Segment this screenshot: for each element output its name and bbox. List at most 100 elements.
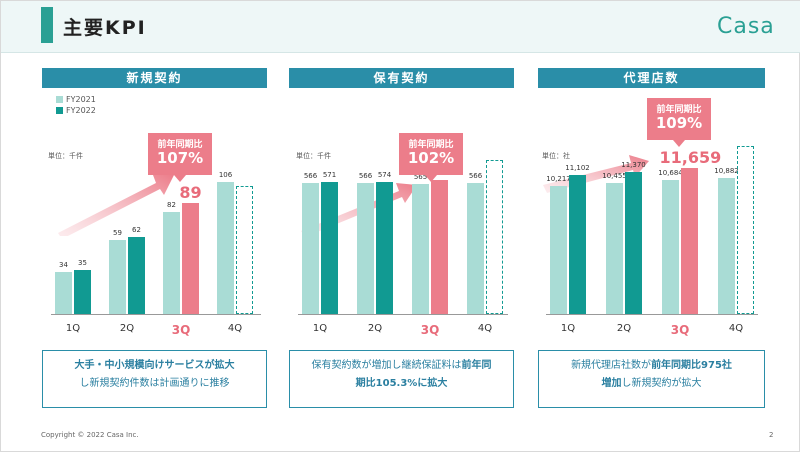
bar-fy2022-1q: [321, 182, 338, 314]
yoy-badge-agencies: 前年同期比 109%: [647, 98, 711, 147]
bar-forecast-placeholder: [737, 146, 754, 314]
x-tick-label: 3Q: [171, 323, 191, 337]
chart-baseline: [51, 314, 261, 315]
bar-fy2022-3q: [681, 168, 698, 314]
summary-text: 保有契約数が増加し継続保証料は: [311, 360, 462, 371]
badge-value: 107%: [156, 149, 204, 167]
unit-label-agencies: 単位：社: [542, 152, 570, 160]
summary-text: し新規契約が拡大: [621, 378, 702, 389]
bar-value-label: 59: [113, 229, 122, 238]
page-title: 主要KPI: [63, 17, 147, 39]
bar-fy2022-1q: [74, 270, 91, 314]
x-tick-label: 1Q: [65, 323, 81, 334]
bar-value-label: 11,659: [659, 148, 722, 168]
yoy-badge-held-contracts: 前年同期比 102%: [399, 133, 463, 182]
bar-value-label: 62: [132, 225, 141, 234]
bar-fy2021-3q: [412, 183, 429, 314]
bar-fy2021-4q: [718, 177, 735, 314]
summary-held-contracts: 保有契約数が増加し継続保証料は前年同 期比105.3%に拡大: [289, 350, 514, 408]
panel-title-held-contracts: 保有契約: [289, 68, 514, 88]
x-tick-label: 1Q: [560, 323, 576, 334]
x-tick-label: 1Q: [312, 323, 328, 334]
copyright-text: Copyright © 2022 Casa Inc.: [41, 431, 139, 439]
bar-value-label: 566: [303, 172, 318, 181]
badge-value: 109%: [655, 114, 703, 132]
bar-fy2022-2q: [376, 181, 393, 314]
summary-text-bold: 大手・中小規模向けサービスが拡大: [74, 360, 235, 371]
bar-value-label: 89: [179, 182, 202, 202]
header-accent: [41, 7, 53, 43]
badge-value: 102%: [407, 149, 455, 167]
bar-forecast-placeholder: [486, 160, 503, 314]
bar-fy2021-4q: [467, 183, 484, 314]
bar-value-label: 571: [322, 171, 337, 180]
bar-fy2021-1q: [550, 186, 567, 314]
badge-label: 前年同期比: [157, 140, 203, 150]
bar-value-label: 574: [377, 170, 392, 179]
bar-value-label: 106: [218, 170, 233, 179]
panel-title-agencies: 代理店数: [538, 68, 765, 88]
bar-fy2021-3q: [662, 180, 679, 314]
bar-fy2021-4q: [217, 181, 234, 314]
summary-text-bold: 増加: [601, 378, 622, 389]
legend-label-fy2021: FY2021: [66, 95, 96, 104]
bar-fy2021-1q: [55, 271, 72, 314]
bar-value-label: 82: [167, 200, 176, 209]
summary-text: 新規代理店社数が: [571, 360, 652, 371]
x-tick-label: 2Q: [119, 323, 135, 334]
bar-fy2021-2q: [357, 183, 374, 314]
brand-logo: Casa: [717, 14, 775, 39]
legend-swatch-fy2022: [56, 107, 63, 114]
bar-fy2021-2q: [606, 183, 623, 314]
bar-value-label: 11,370: [621, 160, 646, 169]
x-tick-label: 4Q: [477, 323, 493, 334]
unit-label-held-contracts: 単位：千件: [296, 152, 331, 160]
bar-value-label: 34: [59, 260, 68, 269]
x-tick-label: 2Q: [616, 323, 632, 334]
chart-baseline: [546, 314, 758, 315]
unit-label-new-contracts: 単位：千件: [48, 152, 83, 160]
yoy-badge-new-contracts: 前年同期比 107%: [148, 133, 212, 182]
summary-new-contracts: 大手・中小規模向けサービスが拡大 し新規契約件数は計画通りに推移: [42, 350, 267, 408]
x-tick-label: 4Q: [728, 323, 744, 334]
header-bar: 主要KPI Casa: [1, 1, 800, 53]
x-tick-label: 3Q: [670, 323, 690, 337]
bar-value-label: 11,102: [565, 164, 590, 173]
chart-baseline: [298, 314, 508, 315]
bar-fy2022-3q: [182, 202, 199, 314]
bar-fy2021-3q: [163, 211, 180, 314]
bar-fy2021-2q: [109, 240, 126, 314]
bar-fy2022-1q: [569, 175, 586, 314]
summary-text-bold: 前年同: [461, 360, 492, 371]
bar-fy2022-3q: [431, 180, 448, 314]
chart-legend: FY2021 FY2022: [56, 94, 96, 116]
bar-value-label: 10,882: [714, 166, 739, 175]
legend-label-fy2022: FY2022: [66, 106, 96, 115]
legend-item-fy2022: FY2022: [56, 105, 96, 116]
bar-value-label: 10,217: [546, 175, 571, 184]
bar-fy2022-2q: [625, 171, 642, 314]
bar-value-label: 566: [358, 172, 373, 181]
x-tick-label: 2Q: [367, 323, 383, 334]
x-tick-label: 4Q: [227, 323, 243, 334]
legend-swatch-fy2021: [56, 96, 63, 103]
summary-text-bold: 前年同期比975社: [651, 360, 732, 371]
bar-value-label: 35: [78, 259, 87, 268]
panel-title-new-contracts: 新規契約: [42, 68, 267, 88]
bar-value-label: 10,455: [602, 172, 627, 181]
summary-text-bold: 期比105.3%に拡大: [355, 378, 448, 389]
bar-fy2021-1q: [302, 183, 319, 314]
bar-fy2022-2q: [128, 236, 145, 314]
badge-label: 前年同期比: [408, 140, 454, 150]
summary-agencies: 新規代理店社数が前年同期比975社 増加し新規契約が拡大: [538, 350, 765, 408]
x-tick-label: 3Q: [420, 323, 440, 337]
bar-value-label: 565: [413, 172, 428, 181]
bar-forecast-placeholder: [236, 186, 253, 314]
bar-value-label: 566: [468, 172, 483, 181]
page-number: 2: [769, 431, 774, 439]
trend-arrow-icon: [58, 175, 174, 236]
bar-value-label: 10,684: [658, 169, 683, 178]
legend-item-fy2021: FY2021: [56, 94, 96, 105]
badge-label: 前年同期比: [656, 105, 702, 115]
